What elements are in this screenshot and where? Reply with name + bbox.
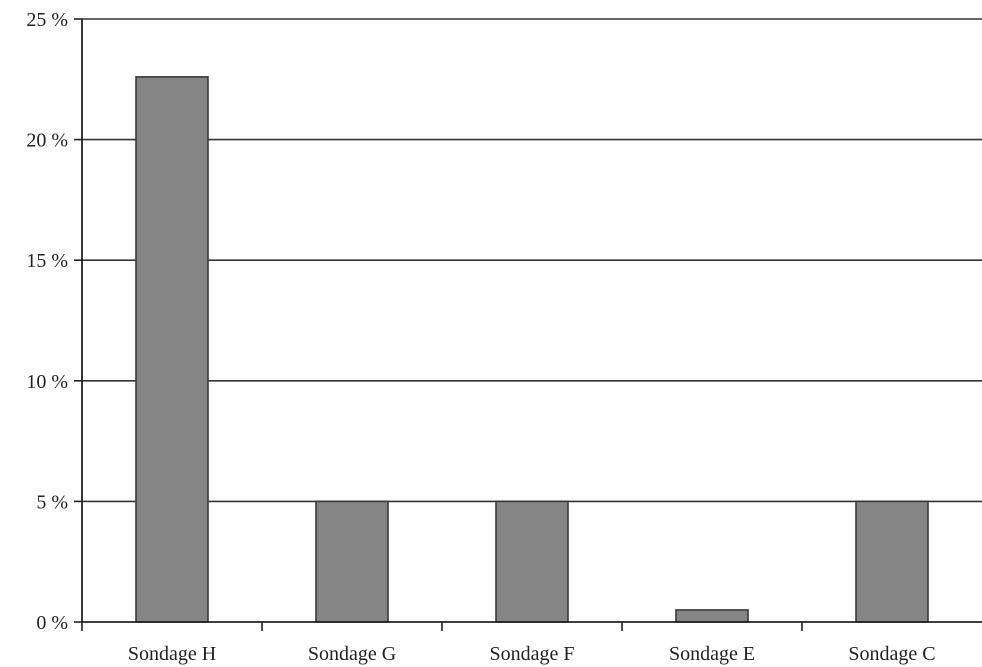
y-tick-label-4: 20 % xyxy=(26,130,68,152)
x-tick-label-sondage-g: Sondage G xyxy=(308,643,396,665)
bar-sondage-f xyxy=(495,500,569,623)
axis-layer xyxy=(74,18,982,631)
label-layer: 0 % 5 % 10 % 15 % 20 % 25 % Sondage H Sondage G… xyxy=(26,9,935,665)
x-tick-label-sondage-h: Sondage H xyxy=(128,643,216,665)
x-tick-label-sondage-f: Sondage F xyxy=(490,643,575,665)
bar-layer xyxy=(135,76,929,623)
grid-layer xyxy=(82,18,982,503)
x-tick-label-sondage-c: Sondage C xyxy=(848,643,935,665)
bar-sondage-h xyxy=(135,76,209,623)
bar-sondage-g xyxy=(315,500,389,623)
y-tick-label-2: 10 % xyxy=(26,371,68,393)
y-tick-label-0: 0 % xyxy=(36,612,68,634)
bar-sondage-c xyxy=(855,500,929,623)
y-tick-label-3: 15 % xyxy=(26,250,68,272)
y-tick-label-5: 25 % xyxy=(26,9,68,31)
x-tick-label-sondage-e: Sondage E xyxy=(669,643,755,665)
bar-sondage-e xyxy=(675,609,749,623)
y-tick-label-1: 5 % xyxy=(36,491,68,513)
